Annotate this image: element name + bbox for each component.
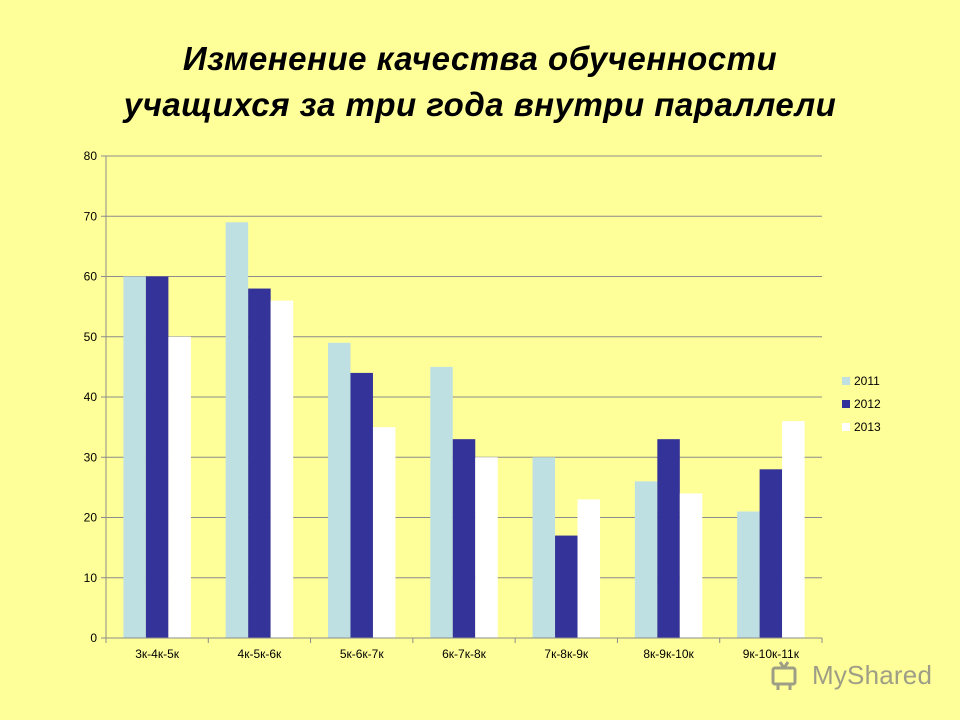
x-tick-label: 8к-9к-10к	[643, 647, 694, 661]
y-tick-label: 50	[84, 330, 98, 344]
legend-swatch	[842, 400, 850, 408]
bar-2011	[737, 511, 760, 638]
bar-2011	[634, 481, 658, 638]
x-tick-label: 6к-7к-8к	[442, 647, 487, 661]
bar-2011	[430, 366, 453, 638]
y-tick-label: 30	[84, 450, 98, 464]
title-line-1: Изменение качества обученности	[182, 40, 778, 77]
bar-2011	[123, 276, 146, 638]
watermark-logo-icon	[771, 661, 797, 690]
x-tick-label: 7к-8к-9к	[544, 647, 589, 661]
x-tick-label: 5к-6к-7к	[340, 647, 385, 661]
bar-2011	[532, 457, 556, 638]
bar-2011	[327, 342, 351, 638]
bar-2013	[168, 336, 191, 638]
legend-label: 2012	[854, 397, 881, 411]
bar-2012	[145, 276, 169, 638]
y-tick-label: 40	[84, 390, 98, 404]
legend-swatch	[842, 423, 850, 431]
bar-2012	[657, 439, 680, 638]
watermark-text: MyShared	[812, 659, 933, 690]
bar-2013	[475, 457, 498, 638]
bar-2012	[350, 372, 373, 638]
legend-label: 2011	[854, 374, 880, 388]
bar-2012	[759, 469, 783, 638]
x-tick-label: 9к-10к-11к	[743, 647, 800, 661]
y-tick-label: 80	[84, 149, 98, 163]
bar-2013	[679, 493, 703, 638]
slide-title: Изменение качества обученности учащихся …	[0, 36, 960, 128]
x-tick-label: 3к-4к-5к	[135, 647, 180, 661]
bar-2011	[225, 222, 249, 638]
y-tick-label: 10	[84, 571, 98, 585]
title-line-2: учащихся за три года внутри параллели	[123, 86, 837, 123]
y-tick-label: 20	[84, 511, 98, 525]
bar-2013	[270, 300, 294, 638]
y-tick-label: 70	[84, 209, 98, 223]
legend-swatch	[842, 377, 850, 385]
bar-2012	[452, 439, 476, 638]
bar-2013	[782, 421, 805, 638]
bar-2013	[577, 499, 601, 638]
bar-2012	[555, 535, 578, 638]
bar-2013	[372, 427, 396, 638]
x-tick-label: 4к-5к-6к	[238, 647, 283, 661]
watermark: MyShared	[770, 655, 950, 695]
y-tick-label: 0	[90, 631, 97, 645]
bar-2012	[248, 288, 271, 638]
legend-label: 2013	[854, 420, 881, 434]
y-tick-label: 60	[84, 270, 98, 284]
